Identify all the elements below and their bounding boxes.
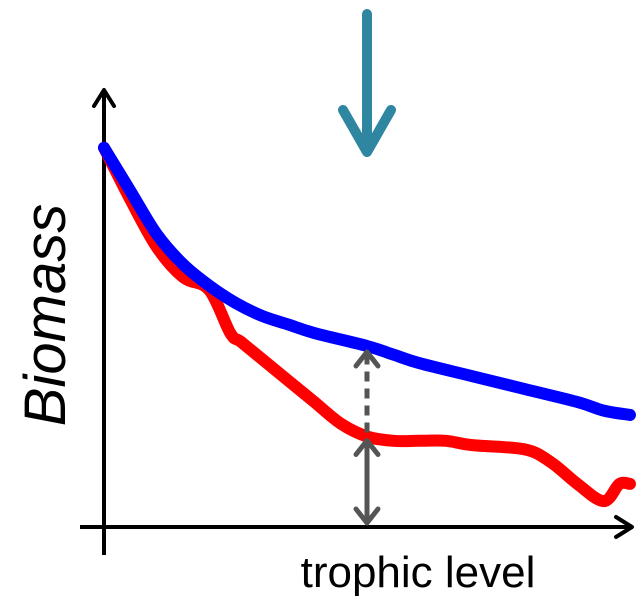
solid-gap-arrow-top-head-icon <box>353 437 381 457</box>
down-arrow-head <box>338 105 396 157</box>
gap-arrows <box>353 349 381 526</box>
y-axis-arrowhead-icon <box>92 88 116 108</box>
dashed-gap-arrow-head-icon <box>353 349 381 369</box>
axes <box>80 88 634 555</box>
down-arrow-icon <box>338 9 396 157</box>
series-layer <box>98 141 636 508</box>
x-axis-arrowhead-icon <box>614 515 634 539</box>
solid-gap-arrow-bottom-head-icon <box>353 506 381 526</box>
x-axis-label: trophic level <box>301 548 536 597</box>
y-axis-label: Biomass <box>13 204 78 426</box>
series-line-0 <box>98 141 636 421</box>
